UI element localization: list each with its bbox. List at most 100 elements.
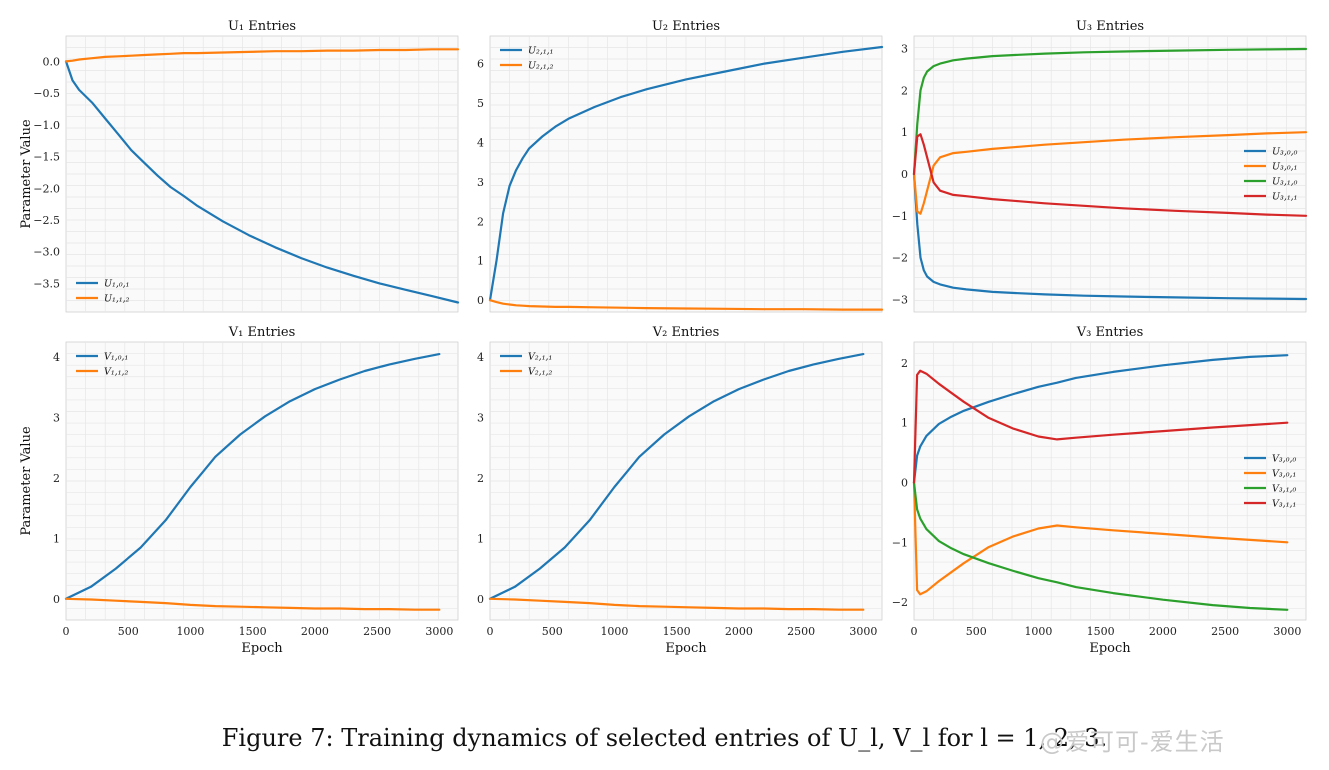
- panel-5: V₂ Entries 0 1 2 3 4 0 500 1000 1500 2000 2500 3000 E…: [477, 325, 883, 656]
- panel-1: U₁ Entries 0.0 −0.5 −1.0 −1.5 −2.0 −2.5 −3.0 −3.…: [19, 19, 460, 313]
- y-tick-label: 1: [53, 532, 60, 545]
- y-tick-label: −1.5: [33, 151, 60, 164]
- series-line-1: [912, 354, 1289, 484]
- y-tick-label: 3: [53, 412, 60, 425]
- x-axis-label: Epoch: [665, 641, 707, 656]
- y-tick-label: 0: [477, 294, 484, 307]
- legend-entry: U₂,₁,₂: [528, 61, 554, 72]
- panel-title: U₂ Entries: [652, 19, 720, 34]
- legend-entry: U₃,₀,₀: [1272, 147, 1298, 158]
- y-tick-label: −3.0: [33, 246, 60, 259]
- legend-entry: V₁,₁,₂: [104, 367, 129, 378]
- y-tick-label: 2: [477, 215, 484, 228]
- x-tick-label: 3000: [849, 625, 877, 638]
- y-tick-label: 1: [477, 255, 484, 268]
- y-tick-label: 2: [901, 84, 908, 97]
- panel-title: V₃ Entries: [1076, 325, 1144, 340]
- y-tick-label: 1: [901, 126, 908, 139]
- panel-3: U₃ Entries 3 2 1 0 −1 −2 −3 U₃,₀,₀ U₃,₀,₁ U₃,₁,₀ U₃…: [892, 19, 1308, 313]
- x-tick-label: 0: [487, 625, 494, 638]
- y-tick-label: 0.0: [43, 55, 61, 68]
- x-tick-label: 500: [118, 625, 139, 638]
- legend-entry: V₃,₀,₁: [1272, 469, 1296, 480]
- y-tick-label: 4: [477, 351, 484, 364]
- series-line-2: [912, 481, 1289, 596]
- x-tick-label: 1500: [1087, 625, 1115, 638]
- y-tick-label: −0.5: [33, 87, 60, 100]
- x-tick-label: 2000: [725, 625, 753, 638]
- legend-entry: V₂,₁,₂: [528, 367, 553, 378]
- y-tick-label: 3: [901, 43, 908, 56]
- series-line-2: [912, 131, 1308, 215]
- x-tick-label: 2000: [301, 625, 329, 638]
- y-tick-label: 0: [477, 593, 484, 606]
- x-tick-label: 1000: [176, 625, 204, 638]
- y-tick-label: 0: [901, 476, 908, 489]
- panel-6: V₃ Entries 2 1 0 −1 −2 0 500 1000 1500 2000 2500 300…: [892, 325, 1307, 656]
- series-line-1: [488, 353, 865, 600]
- panel-title: U₁ Entries: [228, 19, 296, 34]
- y-tick-label: 3: [477, 176, 484, 189]
- x-tick-label: 500: [542, 625, 563, 638]
- series-line-3: [912, 481, 1289, 611]
- y-axis-label: Parameter Value: [19, 426, 34, 536]
- y-tick-label: 5: [477, 97, 484, 110]
- panel-title: V₁ Entries: [228, 325, 296, 340]
- y-tick-label: 4: [53, 351, 60, 364]
- y-tick-label: 2: [901, 357, 908, 370]
- legend-entry: U₂,₁,₁: [528, 46, 553, 57]
- legend-entry: U₃,₀,₁: [1272, 162, 1297, 173]
- panel-title: V₂ Entries: [652, 325, 720, 340]
- x-tick-label: 2500: [1211, 625, 1239, 638]
- x-axis-label: Epoch: [1089, 641, 1131, 656]
- panel-2: U₂ Entries 0 1 2 3 4 5 6 U₂,₁,₁ U₂,₁,₂: [477, 19, 884, 313]
- y-tick-label: 6: [477, 58, 484, 71]
- panel-4: V₁ Entries 0 1 2 3 4 0 500 1000 1500 2000 2500 3000 E…: [19, 325, 459, 656]
- y-tick-label: 2: [53, 472, 60, 485]
- series-line-1: [64, 353, 441, 600]
- x-tick-label: 500: [966, 625, 987, 638]
- y-tick-label: −1.0: [33, 119, 60, 132]
- series-line-1: [912, 172, 1308, 301]
- x-axis-label: Epoch: [241, 641, 283, 656]
- legend-entry: U₃,₁,₁: [1272, 192, 1297, 203]
- x-tick-label: 0: [911, 625, 918, 638]
- legend-entry: V₃,₀,₀: [1272, 454, 1297, 465]
- y-tick-label: 3: [477, 412, 484, 425]
- x-tick-label: 2000: [1149, 625, 1177, 638]
- y-tick-label: −2: [892, 596, 908, 609]
- x-tick-label: 2500: [363, 625, 391, 638]
- x-tick-label: 1500: [239, 625, 267, 638]
- x-tick-label: 3000: [1273, 625, 1301, 638]
- series-line-2: [64, 48, 460, 63]
- series-line-2: [488, 597, 865, 611]
- y-tick-label: −1: [892, 210, 908, 223]
- series-line-2: [488, 299, 884, 311]
- y-tick-label: −2.0: [33, 182, 60, 195]
- y-tick-label: 0: [901, 168, 908, 181]
- x-tick-label: 0: [63, 625, 70, 638]
- legend-entry: U₃,₁,₀: [1272, 177, 1298, 188]
- x-tick-label: 1000: [600, 625, 628, 638]
- legend-entry: V₃,₁,₀: [1272, 484, 1297, 495]
- x-tick-label: 1000: [1024, 625, 1052, 638]
- figure-caption: Figure 7: Training dynamics of selected …: [221, 724, 1108, 752]
- series-line-3: [912, 47, 1308, 176]
- legend-entry: V₃,₁,₁: [1272, 499, 1296, 510]
- y-tick-label: 2: [477, 472, 484, 485]
- y-tick-label: 1: [901, 417, 908, 430]
- series-line-2: [64, 597, 441, 611]
- panel-title: U₃ Entries: [1076, 19, 1144, 34]
- y-tick-label: −1: [892, 536, 908, 549]
- watermark: @爱可可-爱生活: [1040, 728, 1225, 756]
- y-tick-label: −3.5: [33, 277, 60, 290]
- legend-entry: V₂,₁,₁: [528, 352, 552, 363]
- y-tick-label: 1: [477, 532, 484, 545]
- x-tick-label: 1500: [663, 625, 691, 638]
- y-tick-label: 0: [53, 593, 60, 606]
- y-tick-label: −3: [892, 293, 908, 306]
- y-tick-label: −2.5: [33, 214, 60, 227]
- x-tick-label: 3000: [425, 625, 453, 638]
- y-tick-label: 4: [477, 136, 484, 149]
- x-tick-label: 2500: [787, 625, 815, 638]
